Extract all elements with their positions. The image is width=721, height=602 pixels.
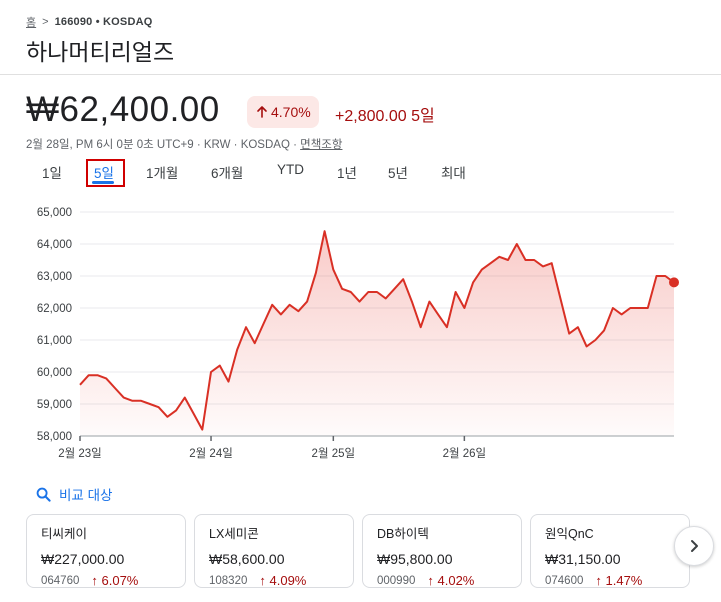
y-tick-label: 59,000: [37, 399, 72, 411]
compare-card[interactable]: LX세미콘 ₩58,600.00 108320 ↑ 4.09%: [194, 514, 354, 588]
search-icon: [36, 487, 51, 502]
tab-max[interactable]: 최대: [441, 166, 466, 181]
change-absolute: +2,800.00 5일: [335, 102, 435, 126]
compare-card-code: 074600: [545, 574, 584, 587]
disclaimer-link[interactable]: 면책조항: [300, 139, 343, 151]
price-chart[interactable]: 65,000 64,000 63,000 62,000 61,000 60,000 59,0…: [0, 198, 721, 468]
change-absolute-value: +2,800.00: [335, 108, 407, 125]
y-tick-label: 61,000: [37, 335, 72, 347]
breadcrumb-home-link[interactable]: 홈: [26, 17, 37, 29]
tab-1d[interactable]: 1일: [42, 166, 62, 181]
x-tick-label: 2월 26일: [443, 446, 487, 460]
x-tick-label: 2월 24일: [189, 446, 233, 460]
compare-card-change-value: 1.47%: [605, 573, 643, 588]
next-cards-button[interactable]: [674, 526, 714, 566]
chevron-right-icon: >: [42, 16, 49, 28]
compare-card-price: ₩227,000.00: [41, 551, 125, 567]
price-area-fill: [80, 231, 674, 436]
last-price-point: [669, 277, 679, 288]
compare-card-change-value: 6.07%: [101, 573, 139, 588]
y-tick-label: 62,000: [37, 303, 72, 315]
quote-meta-text: 2월 28일, PM 6시 0분 0초 UTC+9 · KRW · KOSDAQ…: [26, 139, 301, 151]
divider: [0, 74, 721, 75]
compare-card[interactable]: 티씨케이 ₩227,000.00 064760 ↑ 6.07%: [26, 514, 186, 588]
tab-5d[interactable]: 5일: [94, 166, 114, 181]
price-line: [79, 230, 675, 431]
quote-meta: 2월 28일, PM 6시 0분 0초 UTC+9 · KRW · KOSDAQ…: [26, 136, 342, 152]
compare-header[interactable]: 비교 대상: [36, 484, 112, 504]
compare-card-price: ₩58,600.00: [209, 551, 285, 567]
tab-5y[interactable]: 5년: [388, 166, 408, 181]
active-tab-highlight: [86, 159, 125, 187]
compare-card-code: 064760: [41, 574, 80, 587]
compare-card-name: DB하이텍: [377, 527, 429, 541]
breadcrumb-ticker: 166090 • KOSDAQ: [54, 16, 153, 28]
compare-card-name: 원익QnC: [545, 527, 594, 541]
breadcrumb: 홈 > 166090 • KOSDAQ: [26, 14, 153, 30]
y-tick-label: 65,000: [37, 207, 72, 219]
compare-card-change: ↑ 1.47%: [595, 573, 643, 588]
compare-card-price: ₩31,150.00: [545, 551, 621, 567]
tab-ytd[interactable]: YTD: [277, 162, 304, 177]
active-tab-indicator: [92, 181, 114, 184]
compare-card[interactable]: 원익QnC ₩31,150.00 074600 ↑ 1.47%: [530, 514, 690, 588]
y-tick-label: 63,000: [37, 271, 72, 283]
tab-1m[interactable]: 1개월: [146, 166, 179, 181]
compare-card-code: 000990: [377, 574, 416, 587]
range-tabs: 1일 5일 1개월 6개월 YTD 1년 5년 최대: [0, 160, 721, 186]
arrow-up-icon: [257, 106, 267, 118]
x-tick-label: 2월 25일: [312, 446, 356, 460]
compare-title: 비교 대상: [59, 488, 113, 503]
compare-card-change-value: 4.09%: [269, 573, 307, 588]
change-period: 5일: [411, 108, 435, 125]
x-tick-label: 2월 23일: [58, 446, 102, 460]
compare-card-change: ↑ 4.09%: [259, 573, 307, 588]
compare-card-price: ₩95,800.00: [377, 551, 453, 567]
compare-card-change-value: 4.02%: [437, 573, 475, 588]
current-price: ₩62,400.00: [26, 90, 220, 129]
compare-card[interactable]: DB하이텍 ₩95,800.00 000990 ↑ 4.02%: [362, 514, 522, 588]
compare-card-code: 108320: [209, 574, 248, 587]
chevron-right-icon: [691, 540, 698, 552]
tab-1y[interactable]: 1년: [337, 166, 357, 181]
y-tick-label: 64,000: [37, 239, 72, 251]
compare-card-name: LX세미콘: [209, 527, 259, 541]
tab-6m[interactable]: 6개월: [211, 166, 244, 181]
y-tick-label: 60,000: [37, 367, 72, 379]
change-percent: 4.70%: [271, 104, 311, 120]
compare-card-name: 티씨케이: [41, 527, 88, 541]
y-tick-label: 58,000: [37, 431, 72, 443]
compare-card-change: ↑ 6.07%: [91, 573, 139, 588]
page-title: 하나머티리얼즈: [26, 39, 175, 65]
compare-card-change: ↑ 4.02%: [427, 573, 475, 588]
change-percent-badge: 4.70%: [247, 96, 319, 128]
